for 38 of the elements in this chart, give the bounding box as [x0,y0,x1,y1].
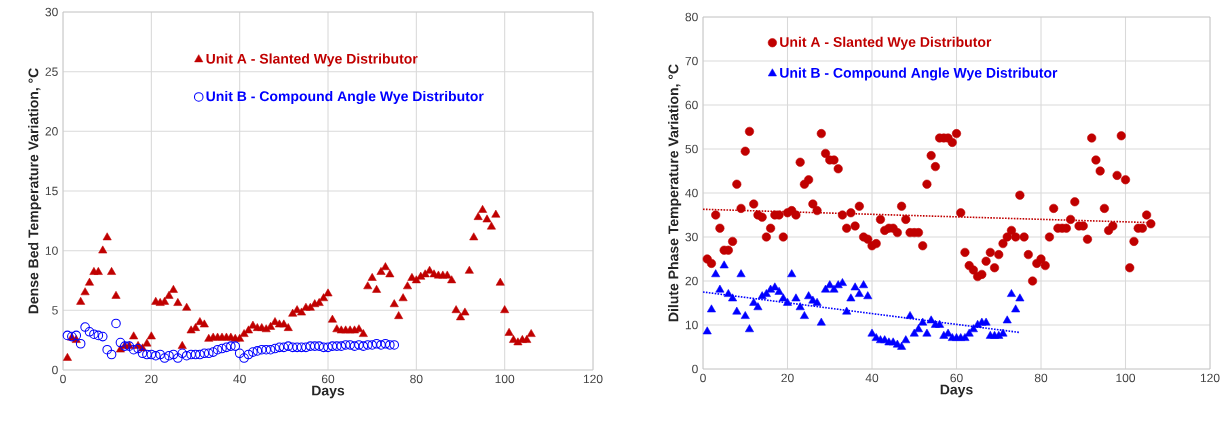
x-tick-label: 120 [583,374,603,384]
x-axis-title: Days [312,385,345,399]
y-tick-label: 15 [45,186,58,196]
y-tick-label: 5 [52,306,58,315]
y-axis-title: Dense Bed Temperature Variation, °C [28,68,42,314]
legend-label: Unit B - Compound Angle Wye Distributor [780,67,1058,81]
x-tick-label: 20 [145,374,158,384]
y-tick-label: 80 [685,12,698,22]
y-tick-label: 20 [685,276,698,286]
y-tick-label: 20 [45,127,58,136]
x-tick-label: 40 [233,374,246,384]
x-tick-label: 60 [950,373,963,383]
x-tick-label: 40 [865,373,879,383]
x-tick-label: 0 [700,373,706,383]
y-tick-label: 30 [45,7,58,17]
x-tick-label: 60 [321,374,335,384]
y-tick-label: 0 [52,365,58,375]
y-tick-label: 70 [685,56,698,66]
y-tick-label: 50 [685,144,698,154]
x-tick-label: 80 [410,374,423,384]
y-tick-label: 40 [685,188,698,198]
x-tick-label: 100 [1116,373,1136,383]
x-tick-label: 20 [781,373,794,383]
y-tick-label: 30 [685,232,698,242]
x-tick-label: 120 [1200,373,1220,383]
legend-label: Unit A - Slanted Wye Distributor [206,53,418,67]
legend-label: Unit A - Slanted Wye Distributor [780,36,992,50]
x-axis-title: Days [940,384,973,398]
y-tick-label: 60 [685,100,698,110]
y-tick-label: 10 [685,320,698,330]
legend-label: Unit B - Compound Angle Wye Distributor [206,90,484,104]
x-tick-label: 80 [1034,373,1048,383]
x-tick-label: 100 [495,374,515,384]
y-tick-label: 0 [692,364,698,374]
y-tick-label: 25 [45,67,58,76]
y-axis-title: Dilute Phase Temperature Variation, °C [668,64,682,322]
x-tick-label: 0 [60,374,66,384]
y-tick-label: 10 [45,246,58,255]
